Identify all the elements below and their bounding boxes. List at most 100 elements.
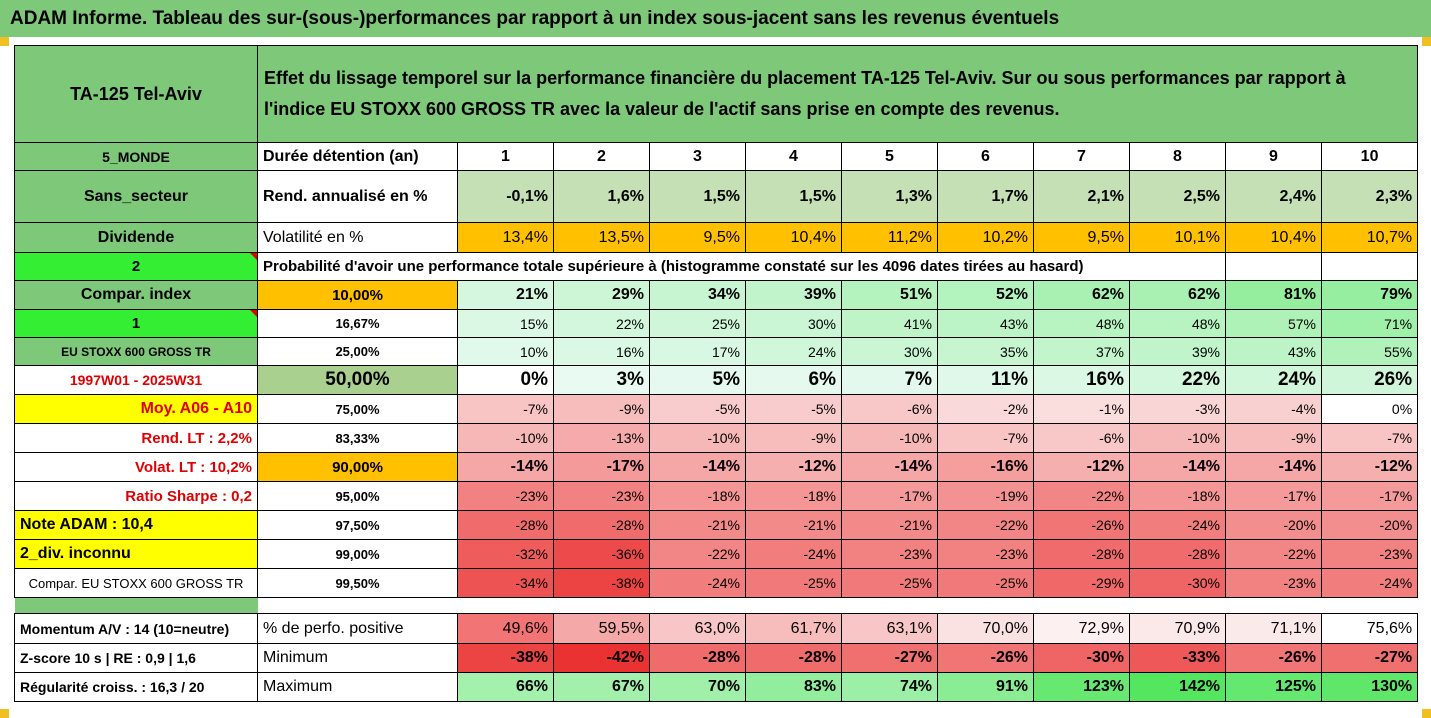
volat-cell: 11,2% <box>841 222 938 253</box>
proba-label: Probabilité d'avoir une performance tota… <box>257 252 1226 281</box>
minimum-cell: -33% <box>1129 643 1226 673</box>
maximum-cell: 91% <box>937 672 1034 702</box>
corner-marker <box>1422 709 1431 718</box>
maximum-cell: 70% <box>649 672 746 702</box>
empty-cell <box>1320 252 1419 281</box>
volat-label: Volatilité en % <box>257 222 458 253</box>
percentile-value: 37% <box>1033 337 1130 366</box>
percentile-value: 17% <box>649 337 746 366</box>
pct-positive-cell: 72,9% <box>1033 613 1130 644</box>
percentile-value: 35% <box>937 337 1034 366</box>
duration-row: 5_MONDE Durée détention (an) 1 2 3 4 5 6 7 8 9 10 <box>14 142 1419 171</box>
percentile-level: 75,00% <box>257 394 458 424</box>
volat-cell: 10,7% <box>1320 222 1419 253</box>
maximum-cell: 130% <box>1320 672 1419 702</box>
description: Effet du lissage temporel sur la perform… <box>256 45 1419 143</box>
corner-marker <box>0 709 9 718</box>
percentile-value: 43% <box>937 309 1034 338</box>
header-row: TA-125 Tel-Aviv Effet du lissage temporel… <box>14 45 1419 143</box>
maximum-cell: 83% <box>745 672 842 702</box>
percentile-value: 10% <box>457 337 554 366</box>
percentile-value: -34% <box>457 568 554 598</box>
percentile-value: -21% <box>745 510 842 540</box>
rend-cell: 2,1% <box>1033 170 1130 223</box>
percentile-value: 62% <box>1033 280 1130 310</box>
percentile-value: -18% <box>649 481 746 511</box>
percentile-value: -10% <box>457 423 554 453</box>
sector-label: Sans_secteur <box>14 170 258 223</box>
percentile-value: -1% <box>1033 394 1130 424</box>
percentile-row: Compar. EU STOXX 600 GROSS TR 99,50% -34% -… <box>14 568 1419 598</box>
percentile-value: -21% <box>649 510 746 540</box>
compar-full-label: Compar. EU STOXX 600 GROSS TR <box>14 568 258 598</box>
percentile-level: 50,00% <box>257 365 458 395</box>
rend-cell: 2,4% <box>1225 170 1322 223</box>
percentile-value: -20% <box>1320 510 1419 540</box>
rend-cell: 1,5% <box>745 170 842 223</box>
percentile-value: 7% <box>841 365 938 395</box>
pct-positive-cell: 49,6% <box>457 613 554 644</box>
period-label: 1997W01 - 2025W31 <box>14 365 258 395</box>
regularite-label: Régularité croiss. : 16,3 / 20 <box>14 672 258 702</box>
percentile-value: -28% <box>1129 539 1226 569</box>
percentile-row: 1 16,67% 15% 22% 25% 30% 41% 43% 48% 48% 57% 71% <box>14 309 1419 338</box>
percentile-level: 16,67% <box>257 309 458 338</box>
pct-positive-cell: 63,1% <box>841 613 938 644</box>
percentile-value: 41% <box>841 309 938 338</box>
pct-positive-cell: 59,5% <box>553 613 650 644</box>
percentile-value: 22% <box>1129 365 1226 395</box>
minimum-cell: -27% <box>1320 643 1419 673</box>
percentile-value: -9% <box>1225 423 1322 453</box>
volat-cell: 9,5% <box>649 222 746 253</box>
maximum-cell: 125% <box>1225 672 1322 702</box>
percentile-value: -22% <box>1225 539 1322 569</box>
maximum-cell: 74% <box>841 672 938 702</box>
percentile-value: -7% <box>457 394 554 424</box>
maximum-cell: 66% <box>457 672 554 702</box>
year-header: 1 <box>457 142 554 171</box>
volat-cell: 10,4% <box>745 222 842 253</box>
maximum-cell: 142% <box>1129 672 1226 702</box>
minimum-label: Minimum <box>257 643 458 673</box>
pct-positive-cell: 71,1% <box>1225 613 1322 644</box>
percentile-value: -7% <box>937 423 1034 453</box>
year-header: 8 <box>1129 142 1226 171</box>
percentile-level: 95,00% <box>257 481 458 511</box>
rend-row: Sans_secteur Rend. annualisé en % -0,1% 1,6… <box>14 170 1419 223</box>
percentile-value: -23% <box>841 539 938 569</box>
percentile-value: 62% <box>1129 280 1226 310</box>
performance-table: TA-125 Tel-Aviv Effet du lissage temporel… <box>14 45 1419 702</box>
percentile-value: 26% <box>1320 365 1419 395</box>
minimum-row: Z-score 10 s | RE : 0,9 | 1,6 Minimum -38%… <box>14 643 1419 673</box>
percentile-value: 79% <box>1320 280 1419 310</box>
maximum-cell: 67% <box>553 672 650 702</box>
pct-positive-cell: 61,7% <box>745 613 842 644</box>
percentile-value: -9% <box>553 394 650 424</box>
percentile-row: 1997W01 - 2025W31 50,00% 0% 3% 5% 6% 7% 11% 16% 2… <box>14 365 1419 395</box>
corner-marker <box>0 37 9 46</box>
volat-cell: 9,5% <box>1033 222 1130 253</box>
minimum-cell: -38% <box>457 643 554 673</box>
volat-cell: 13,4% <box>457 222 554 253</box>
percentile-value: -24% <box>1129 510 1226 540</box>
percentile-value: 48% <box>1129 309 1226 338</box>
percentile-value: 71% <box>1320 309 1419 338</box>
year-header: 2 <box>553 142 650 171</box>
percentile-value: -36% <box>553 539 650 569</box>
year-header: 9 <box>1225 142 1322 171</box>
percentile-value: -14% <box>1225 452 1322 482</box>
percentile-value: 30% <box>841 337 938 366</box>
minimum-cell: -30% <box>1033 643 1130 673</box>
minimum-cell: -42% <box>553 643 650 673</box>
percentile-value: -28% <box>1033 539 1130 569</box>
volat-cell: 10,1% <box>1129 222 1226 253</box>
percentile-value: -25% <box>745 568 842 598</box>
percentile-value: -9% <box>745 423 842 453</box>
percentile-value: 39% <box>745 280 842 310</box>
percentile-value: 11% <box>937 365 1034 395</box>
pct-positive-cell: 70,9% <box>1129 613 1226 644</box>
percentile-value: -18% <box>1129 481 1226 511</box>
pct-positive-cell: 75,6% <box>1320 613 1419 644</box>
percentile-value: -22% <box>937 510 1034 540</box>
rend-label: Rend. annualisé en % <box>257 170 458 223</box>
